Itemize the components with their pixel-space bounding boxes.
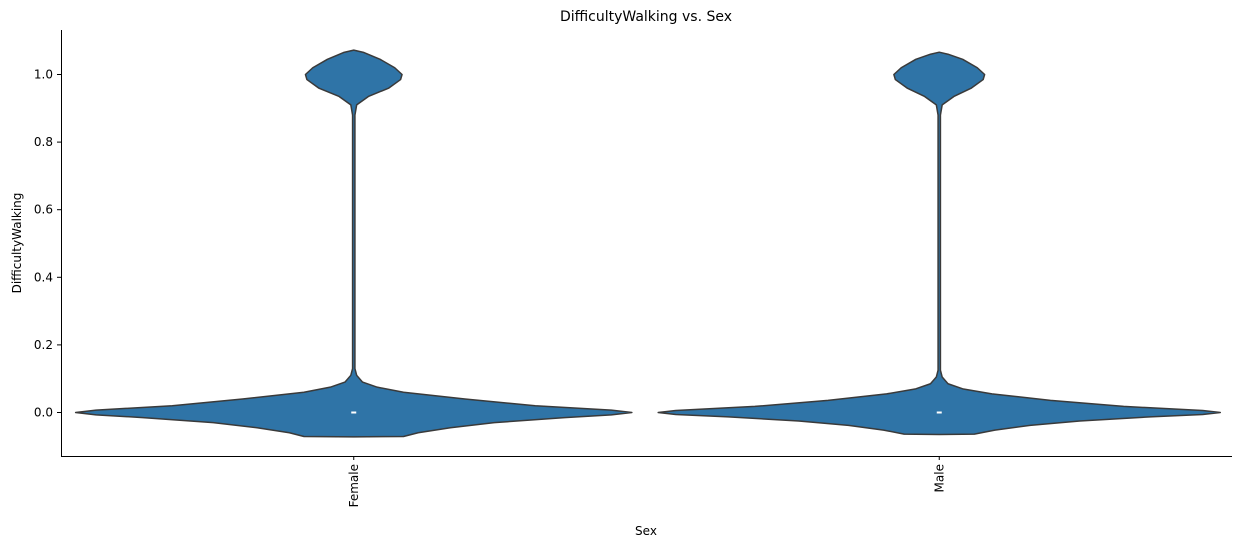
y-axis-label: DifficultyWalking: [10, 193, 24, 294]
chart-title: DifficultyWalking vs. Sex: [560, 9, 732, 25]
y-tick-label: 0.2: [34, 338, 53, 352]
y-tick-label: 0.0: [34, 406, 53, 420]
y-tick-label: 0.8: [34, 135, 53, 149]
violins-layer: [74, 49, 1222, 438]
x-tick-label: Male: [932, 464, 946, 492]
y-tick-label: 1.0: [34, 68, 53, 82]
y-tick-label: 0.4: [34, 270, 53, 284]
y-axis-ticks: 0.0 0.2 0.4 0.6 0.8 1.0: [34, 68, 61, 420]
x-axis-ticks: Female Male: [347, 456, 946, 507]
violin-female: [74, 49, 633, 438]
y-tick-label: 0.6: [34, 203, 53, 217]
x-axis-label: Sex: [635, 524, 657, 538]
violin-male: [657, 51, 1222, 436]
x-tick-label: Female: [347, 464, 361, 507]
